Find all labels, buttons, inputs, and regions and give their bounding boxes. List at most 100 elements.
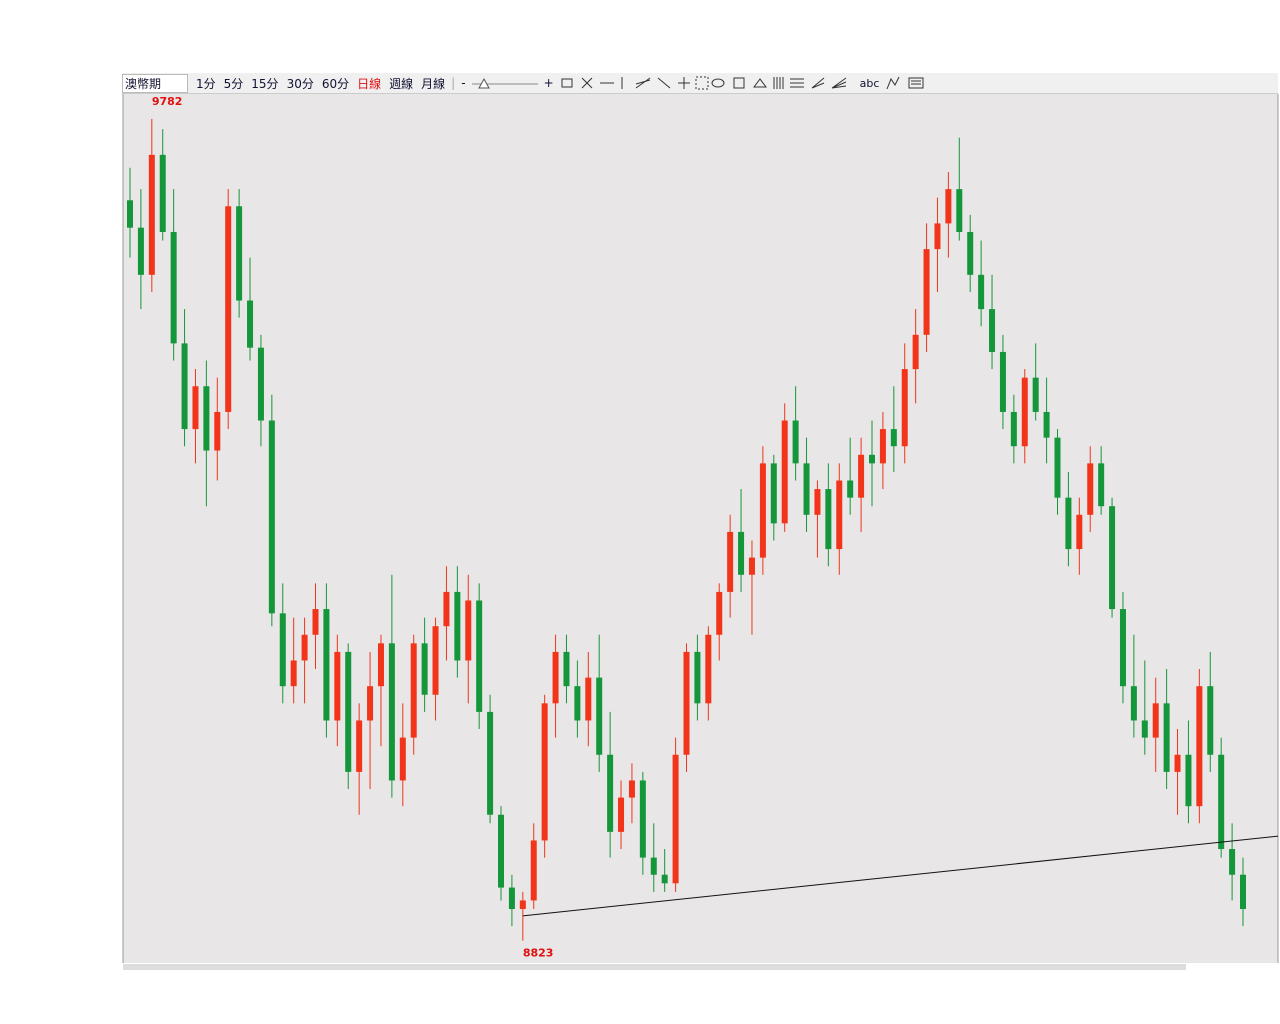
candle-body	[694, 651, 701, 704]
candle-body	[683, 651, 690, 755]
candle-body	[159, 154, 166, 232]
candle-body	[476, 600, 483, 712]
candle-body	[1130, 686, 1137, 721]
candle-body	[257, 347, 264, 421]
candle-body	[367, 686, 374, 721]
candle-body	[312, 609, 319, 635]
period-button[interactable]: 60分	[321, 76, 350, 91]
period-button[interactable]: 週線	[389, 76, 414, 91]
candle-body	[268, 420, 275, 614]
drawing-tools[interactable]	[558, 75, 858, 91]
candle-body	[923, 249, 930, 335]
candle-body	[1087, 463, 1094, 515]
candle-body	[825, 489, 832, 550]
candle-body	[1174, 754, 1181, 772]
candle-body	[290, 660, 297, 687]
period-button[interactable]: 15分	[251, 76, 279, 91]
candle-body	[945, 189, 952, 224]
candle-body	[214, 411, 221, 451]
candle-body	[912, 334, 919, 370]
candle-body	[1119, 609, 1126, 687]
candle-body	[377, 643, 384, 687]
candle-body	[465, 600, 472, 661]
candle-body	[803, 463, 810, 515]
candle-body	[628, 780, 635, 798]
candle-body	[879, 429, 886, 464]
candle-body	[410, 643, 417, 738]
candle-body	[279, 613, 286, 687]
text-tool[interactable]: abc	[859, 76, 880, 90]
trend-line	[522, 835, 1279, 917]
min-label: 8823	[523, 947, 554, 960]
candle-body	[967, 231, 974, 275]
candle-body	[1196, 686, 1203, 807]
candle-body	[552, 651, 559, 704]
candle-body	[934, 223, 941, 250]
more-tools[interactable]	[881, 75, 931, 91]
candle-body	[323, 609, 330, 721]
candle-body	[541, 703, 548, 841]
candle-body	[847, 480, 854, 498]
candle-body	[1218, 754, 1225, 850]
max-label: 9782	[152, 95, 183, 108]
candle-body	[247, 300, 254, 348]
candle-body	[1010, 411, 1017, 447]
candle-body	[530, 840, 537, 901]
separator: |	[451, 76, 456, 90]
candle-body	[781, 420, 788, 524]
candle-body	[148, 154, 155, 275]
candle-body	[650, 857, 657, 875]
candle-body	[759, 463, 766, 558]
period-button[interactable]: 30分	[286, 76, 314, 91]
scrollbar[interactable]	[123, 964, 1186, 970]
candle-body	[1141, 720, 1148, 738]
candle-body	[705, 634, 712, 704]
zoom-out[interactable]: -	[461, 76, 466, 90]
candle-body	[236, 206, 243, 301]
candle-body	[170, 231, 177, 344]
candle-body	[334, 651, 341, 721]
zoom-in[interactable]: +	[543, 76, 554, 90]
candle-body	[1032, 377, 1039, 412]
candle-body	[738, 531, 745, 575]
period-button[interactable]: 1分	[196, 76, 216, 91]
symbol-select[interactable]: 澳幣期	[122, 73, 188, 93]
candle-body	[1240, 874, 1246, 910]
candle-body	[487, 711, 494, 815]
toolbar: 澳幣期 1分 5分 15分 30分 60分 日線 週線 月線 | - + abc	[122, 73, 1278, 94]
candle-body	[858, 454, 865, 498]
candle-body	[192, 386, 199, 430]
candle-body	[563, 651, 570, 687]
period-button[interactable]: 月線	[421, 76, 446, 91]
candle-body	[661, 874, 668, 884]
zoom-slider[interactable]	[470, 76, 540, 90]
period-button[interactable]: 日線	[357, 76, 382, 91]
candle-body	[1076, 514, 1083, 550]
period-group: 1分 5分 15分 30分 60分 日線 週線 月線	[192, 75, 449, 92]
candle-body	[989, 309, 996, 352]
candle-body	[792, 420, 799, 464]
candle-body	[956, 189, 963, 232]
candle-body	[432, 626, 439, 695]
candle-body	[672, 754, 679, 884]
candle-body	[181, 343, 188, 430]
candle-body	[454, 591, 461, 661]
candle-body	[1065, 497, 1072, 550]
candle-body	[585, 677, 592, 721]
candle-body	[1098, 463, 1105, 507]
candle-body	[1163, 703, 1170, 772]
candle-body	[727, 531, 734, 592]
candle-body	[127, 200, 133, 228]
period-button[interactable]: 5分	[223, 76, 244, 91]
candle-body	[1054, 437, 1061, 498]
candle-body	[421, 643, 428, 695]
candle-body	[748, 557, 755, 575]
candle-body	[1152, 703, 1159, 738]
candle-body	[836, 480, 843, 550]
candle-body	[443, 591, 450, 627]
candle-body	[1109, 506, 1116, 610]
candle-body	[399, 737, 406, 781]
candle-body	[519, 900, 526, 910]
